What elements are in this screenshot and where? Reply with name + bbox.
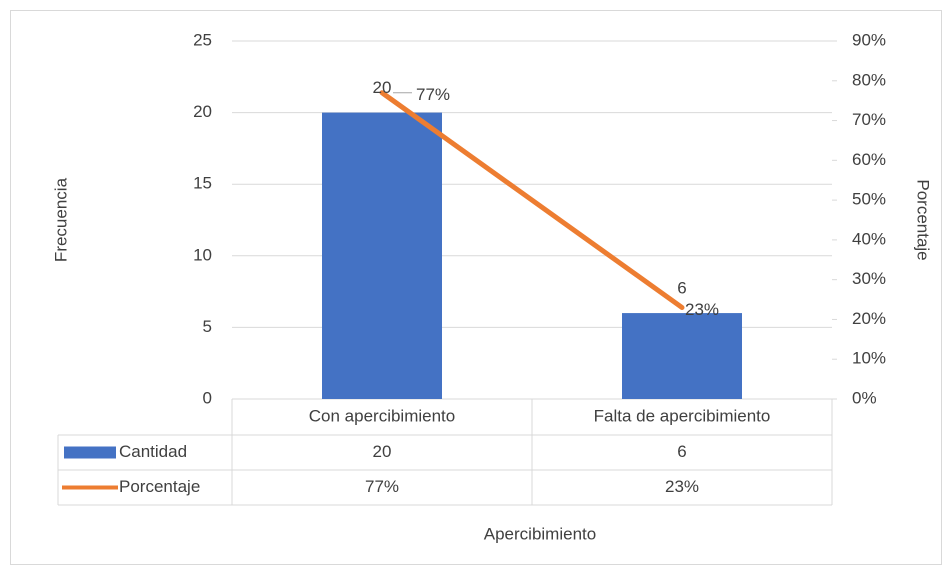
table-cell: 77% [365,477,399,496]
table-cell: 23% [665,477,699,496]
y-tick-label: 5 [203,317,212,336]
y2-tick-label: 70% [852,110,886,129]
y2-tick-label: 50% [852,190,886,209]
y2-tick-label: 20% [852,309,886,328]
data-label: 23% [685,300,719,319]
y2-axis-title: Porcentaje [914,179,933,260]
y2-tick-label: 90% [852,30,886,49]
bar [622,313,742,399]
y2-tick-label: 10% [852,349,886,368]
data-label: 20 [373,78,392,97]
y2-tick-label: 40% [852,229,886,248]
x-tick-label: Falta de apercibimiento [594,406,771,425]
x-tick-label: Con apercibimiento [309,406,455,425]
y2-tick-label: 0% [852,388,877,407]
y-tick-label: 25 [193,30,212,49]
y-tick-label: 0 [203,388,212,407]
table-cell: 6 [677,442,686,461]
data-label: 6 [677,279,686,298]
y-axis-title: Frecuencia [51,177,70,262]
x-axis-title: Apercibimiento [484,524,596,543]
y2-tick-label: 30% [852,269,886,288]
line [379,90,685,311]
bar [322,112,442,399]
y-tick-label: 15 [193,174,212,193]
y2-tick-label: 60% [852,150,886,169]
y-tick-label: 20 [193,102,212,121]
legend-label: Cantidad [119,442,187,461]
legend-label: Porcentaje [119,477,200,496]
data-label: 77% [416,85,450,104]
y-tick-label: 10 [193,245,212,264]
chart-border [10,10,942,565]
y2-tick-label: 80% [852,70,886,89]
legend-key [64,446,116,459]
table-cell: 20 [373,442,392,461]
